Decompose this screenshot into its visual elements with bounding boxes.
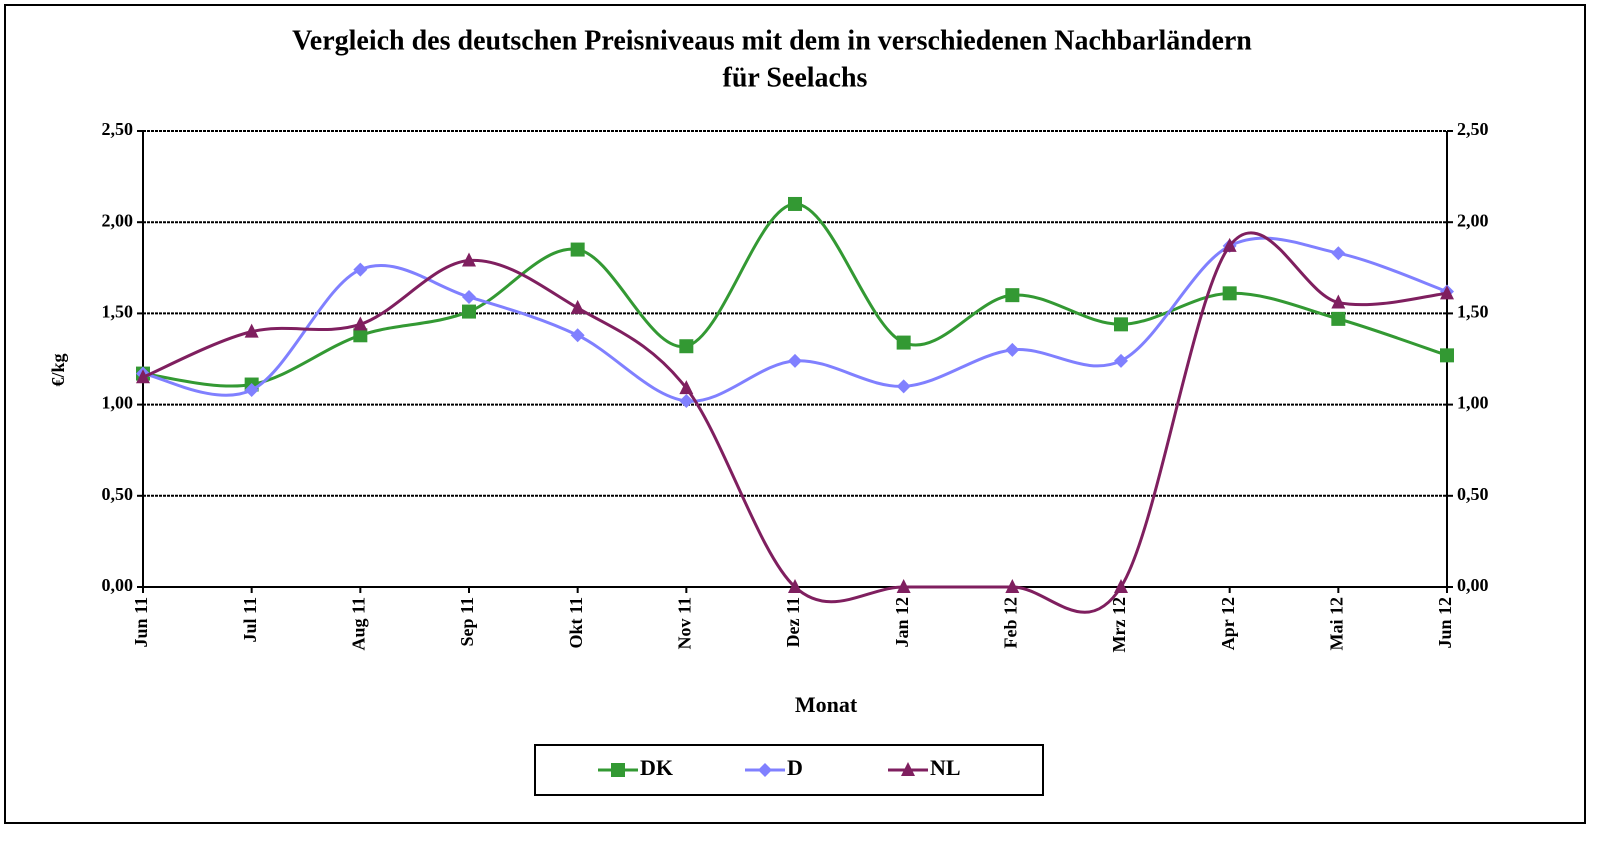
y-tick-label: 0,00 — [102, 575, 134, 595]
x-tick-label: Dez 11 — [783, 597, 803, 647]
legend-label: D — [787, 755, 803, 780]
marker — [1222, 286, 1237, 301]
x-tick-label: Aug 11 — [348, 597, 368, 651]
marker — [679, 393, 694, 408]
y-tick-label: 1,00 — [102, 393, 134, 413]
marker — [1005, 579, 1020, 593]
chart-border — [4, 4, 1586, 824]
marker — [244, 383, 259, 398]
y2-tick-label: 0,50 — [1457, 484, 1489, 504]
marker — [901, 762, 915, 776]
y-tick-label: 2,00 — [102, 210, 134, 230]
marker — [679, 339, 694, 354]
x-tick-label: Apr 12 — [1218, 597, 1238, 650]
marker — [353, 262, 368, 277]
marker — [570, 299, 585, 314]
marker — [244, 323, 259, 338]
marker — [353, 328, 368, 343]
x-tick-label: Jun 12 — [1435, 597, 1455, 649]
y2-tick-label: 2,50 — [1457, 119, 1489, 139]
marker — [788, 353, 802, 368]
y-axis-label: €/kg — [48, 353, 68, 386]
legend-label: NL — [930, 755, 961, 780]
x-tick-label: Feb 12 — [1000, 597, 1020, 649]
marker — [1222, 237, 1237, 252]
marker — [462, 252, 476, 267]
marker — [570, 328, 585, 343]
x-tick-label: Mrz 12 — [1109, 597, 1129, 652]
y2-tick-label: 0,00 — [1457, 575, 1489, 595]
x-tick-label: Jan 12 — [892, 597, 912, 648]
y2-tick-label: 1,50 — [1457, 302, 1489, 322]
marker — [896, 335, 911, 350]
y-tick-label: 2,50 — [102, 119, 134, 139]
x-axis-label: Monat — [795, 692, 858, 717]
marker — [1440, 348, 1454, 363]
marker — [1331, 246, 1346, 261]
marker — [758, 763, 772, 777]
marker — [1114, 353, 1128, 368]
marker — [462, 289, 476, 304]
marker — [896, 579, 911, 593]
marker — [1331, 294, 1346, 309]
x-tick-label: Jul 11 — [240, 597, 260, 643]
marker — [462, 304, 476, 319]
x-tick-label: Nov 11 — [674, 597, 694, 650]
marker — [1331, 311, 1346, 326]
x-tick-label: Mai 12 — [1326, 597, 1346, 651]
marker — [788, 196, 802, 211]
chart-subtitle: für Seelachs — [723, 62, 868, 93]
marker — [570, 242, 585, 257]
y-tick-label: 1,50 — [102, 302, 134, 322]
marker — [1114, 317, 1128, 332]
y2-tick-label: 1,00 — [1457, 393, 1489, 413]
marker — [1005, 342, 1020, 357]
marker — [611, 763, 625, 777]
marker — [896, 379, 911, 394]
chart-title: Vergleich des deutschen Preisniveaus mit… — [292, 25, 1252, 56]
legend-label: DK — [640, 755, 673, 780]
marker — [1005, 288, 1020, 303]
marker — [136, 369, 150, 384]
marker — [1114, 579, 1128, 593]
x-tick-label: Okt 11 — [566, 597, 586, 649]
y2-tick-label: 2,00 — [1457, 210, 1489, 230]
marker — [353, 316, 368, 331]
marker — [679, 380, 694, 395]
marker — [788, 579, 802, 593]
y-tick-label: 0,50 — [102, 484, 134, 504]
x-tick-label: Jun 11 — [131, 597, 151, 648]
marker — [1440, 285, 1454, 300]
x-tick-label: Sep 11 — [457, 597, 477, 647]
